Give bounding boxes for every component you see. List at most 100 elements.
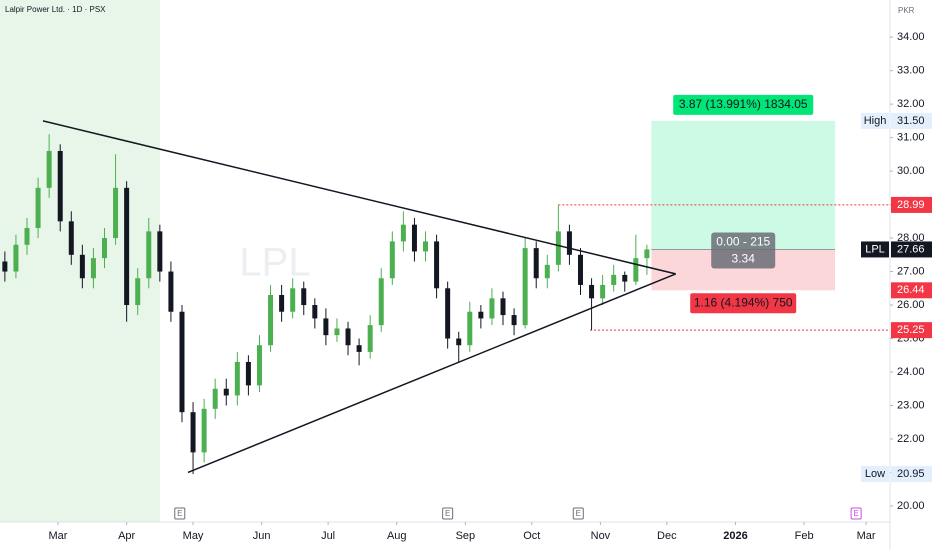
candle-body xyxy=(489,298,495,319)
y-tick-label: 30.00 xyxy=(897,165,925,177)
x-tick-label: Mar xyxy=(857,530,876,542)
x-tick-label: Jul xyxy=(321,530,335,542)
candle-body xyxy=(467,311,473,346)
y-tick-label: 28.00 xyxy=(897,232,925,244)
price-label: 20.95 xyxy=(897,468,925,480)
candle-body xyxy=(345,328,351,346)
price-label: 26.44 xyxy=(897,284,925,296)
candle-body xyxy=(256,345,262,386)
candle-body xyxy=(46,151,52,188)
price-tag: Low xyxy=(865,468,885,480)
event-label: E xyxy=(177,509,182,518)
x-tick-label: Sep xyxy=(456,530,476,542)
candle-body xyxy=(68,221,74,255)
x-tick-label: 2026 xyxy=(723,530,747,542)
candle-body xyxy=(24,228,30,245)
candle-body xyxy=(600,284,606,299)
candle-body xyxy=(577,254,583,285)
event-label: E xyxy=(853,509,858,518)
event-marker xyxy=(572,507,584,520)
candle-body xyxy=(566,231,572,255)
y-tick-label: 31.00 xyxy=(897,132,925,144)
y-tick-label: 26.00 xyxy=(897,299,925,311)
candle-body xyxy=(79,254,85,279)
candle-body xyxy=(511,315,517,326)
event-marker xyxy=(850,507,862,520)
candle-body xyxy=(389,241,395,279)
price-tag-bg xyxy=(861,112,889,129)
y-tick-label: 20.00 xyxy=(897,500,925,512)
x-tick-label: Aug xyxy=(387,530,407,542)
event-label: E xyxy=(576,509,581,518)
stop-label-bg xyxy=(690,293,797,314)
y-tick-label: 23.00 xyxy=(897,399,925,411)
candle-body xyxy=(168,271,174,312)
candle-body xyxy=(400,224,406,242)
candle-body xyxy=(500,298,506,316)
candle-body xyxy=(544,264,550,279)
candle-body xyxy=(644,249,650,259)
candle-body xyxy=(290,288,296,312)
candle-body xyxy=(146,231,152,279)
y-tick-label: 27.00 xyxy=(897,265,925,277)
watermark: LPL xyxy=(239,241,310,285)
stop-label: 1.16 (4.194%) 750 xyxy=(694,295,793,309)
price-tag: High xyxy=(864,115,887,127)
price-label-bg xyxy=(891,466,932,483)
candle-body xyxy=(57,151,63,222)
trendline xyxy=(187,273,676,474)
candle-body xyxy=(334,328,340,336)
center-label-bg xyxy=(711,232,776,269)
candle-body xyxy=(411,224,417,252)
candle-body xyxy=(279,294,285,312)
x-tick-label: Apr xyxy=(118,530,135,542)
center-label: 0.00 - 215 xyxy=(716,235,770,249)
x-tick-label: Mar xyxy=(49,530,68,542)
trendline xyxy=(42,120,676,275)
candle-body xyxy=(179,311,185,413)
candle-body xyxy=(234,361,240,396)
candle-body xyxy=(190,412,196,453)
candle-body xyxy=(423,241,429,252)
x-tick-label: Oct xyxy=(523,530,540,542)
y-tick-label: 24.00 xyxy=(897,366,925,378)
candle-body xyxy=(157,231,163,272)
price-tag: LPL xyxy=(865,243,885,255)
candle-body xyxy=(135,278,141,306)
candle-body xyxy=(2,261,8,272)
candle-body xyxy=(268,294,274,346)
candle-body xyxy=(522,248,528,326)
candle-body xyxy=(323,318,329,336)
candle-body xyxy=(367,325,373,352)
candle-body xyxy=(90,258,96,279)
y-tick-label: 22.00 xyxy=(897,433,925,445)
candle-body xyxy=(113,187,119,239)
currency: PKR xyxy=(898,6,915,15)
price-label-bg xyxy=(891,241,932,258)
center-label: 3.34 xyxy=(732,252,756,266)
price-label-bg xyxy=(891,282,932,299)
x-tick-label: May xyxy=(183,530,204,542)
candle-body xyxy=(434,241,440,289)
candle-body xyxy=(445,288,451,339)
event-marker xyxy=(442,507,454,520)
chart-title: Lalpir Power Ltd. · 1D · PSX xyxy=(5,5,106,14)
price-label: 27.66 xyxy=(897,243,925,255)
price-tag-bg xyxy=(861,466,889,483)
x-tick-label: Nov xyxy=(591,530,611,542)
price-label-bg xyxy=(891,112,932,129)
event-label: E xyxy=(445,509,450,518)
price-tag-bg xyxy=(861,241,889,258)
price-label: 25.25 xyxy=(897,324,925,336)
price-label: 31.50 xyxy=(897,115,925,127)
candle-body xyxy=(622,274,628,282)
target-zone xyxy=(651,120,836,250)
price-label-bg xyxy=(891,322,932,339)
candle-body xyxy=(101,238,107,259)
y-tick-label: 33.00 xyxy=(897,65,925,77)
candle-body xyxy=(223,388,229,396)
candle-body xyxy=(555,231,561,265)
candle-body xyxy=(356,345,362,352)
x-tick-label: Dec xyxy=(657,530,677,542)
